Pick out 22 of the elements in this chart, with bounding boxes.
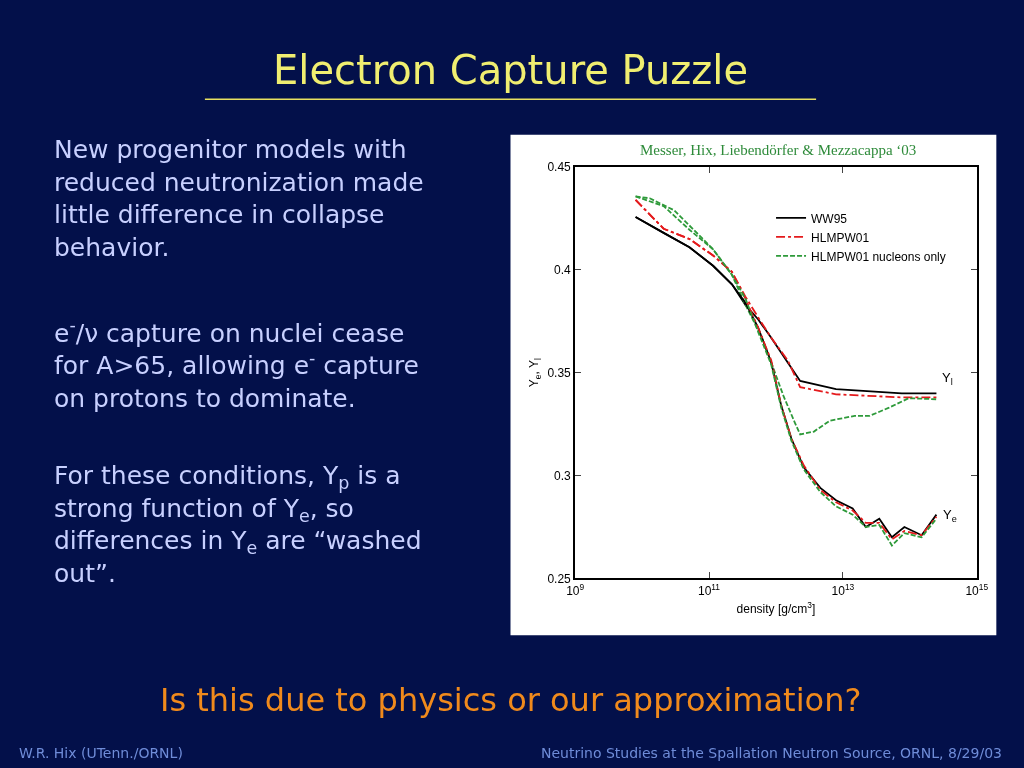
text: New progenitor models with reduced neutronization made little difference in collapse behavior. [54,135,424,262]
y-tick-label: 0.3 [554,468,572,483]
text: Is this due to physics or our approximation? [160,681,862,719]
text: Messer, Hix, Liebendörfer & Mezzacappa ‘03 [640,142,917,158]
annotation: Y$_{e}$ [943,507,957,524]
x-tick-label: 10$^{11}$ [697,581,721,598]
text: Neutrino Studies at the Spallation Neutron Source, ORNL, 8/29/03 [541,745,1002,761]
annotation: Y$_{l}$ [942,370,953,387]
x-tick-label: 10$^{13}$ [831,581,855,598]
text: e$^{-}$/ν capture on nuclei cease for A>65, allowing e$^{-}$ capture on protons to dominate. [54,315,419,413]
x-tick-label: 10$^{15}$ [965,581,989,598]
text: For these conditions, Y$_{p}$ is a strong function of Y$_{e}$, so differences in Y$_{e}$ are “washed out”. [54,461,422,588]
legend-label: HLMPW01 nucleons only [811,249,946,264]
text: W.R. Hix (UTenn./ORNL) [19,745,183,761]
y-tick-label: 0.25 [547,571,572,586]
legend-label: HLMPW01 [811,230,870,245]
legend-label: WW95 [811,211,848,226]
y-tick-label: 0.35 [547,365,572,380]
x-axis-title: density [g/cm$^{3}$] [736,600,816,617]
y-tick-label: 0.45 [547,160,572,175]
y-tick-label: 0.4 [554,263,572,278]
chart-title: Electron Capture Puzzle [273,47,749,93]
